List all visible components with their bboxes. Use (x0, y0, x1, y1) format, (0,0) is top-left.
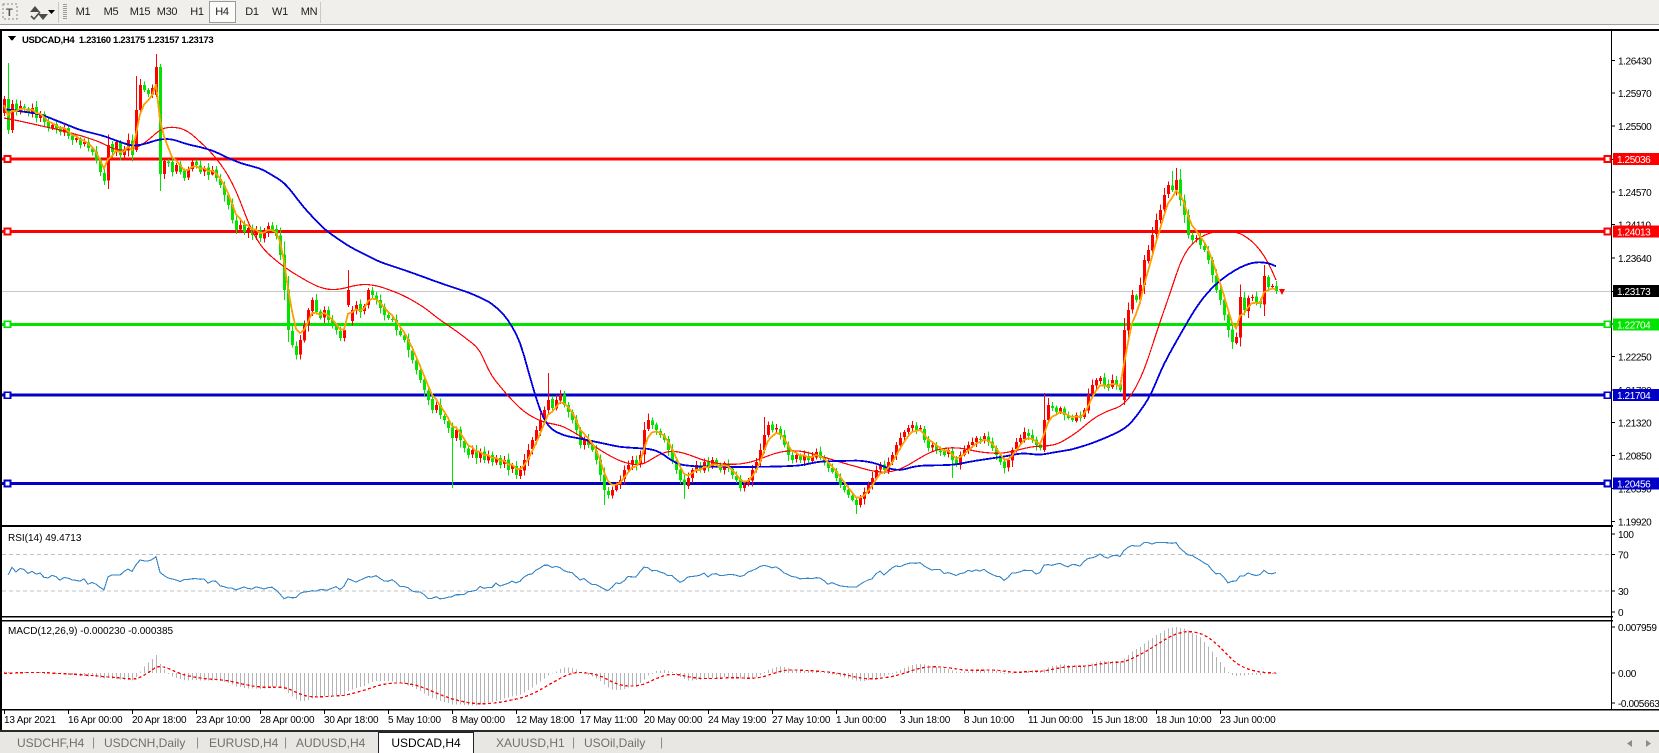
svg-text:1.23173: 1.23173 (1617, 287, 1651, 298)
svg-text:23 Apr 10:00: 23 Apr 10:00 (196, 715, 251, 726)
svg-text:70: 70 (1618, 551, 1629, 562)
svg-text:0: 0 (1618, 608, 1624, 619)
svg-text:-0.005663: -0.005663 (1618, 699, 1659, 710)
svg-text:100: 100 (1618, 530, 1634, 541)
svg-text:18 Jun 10:00: 18 Jun 10:00 (1156, 715, 1212, 726)
svg-text:28 Apr 00:00: 28 Apr 00:00 (260, 715, 315, 726)
svg-text:1.19920: 1.19920 (1618, 518, 1652, 529)
svg-text:17 May 11:00: 17 May 11:00 (580, 715, 638, 726)
svg-text:8 May 00:00: 8 May 00:00 (452, 715, 505, 726)
svg-text:5 May 10:00: 5 May 10:00 (388, 715, 441, 726)
svg-text:USDCAD,H4 1.23160 1.23175 1.2: USDCAD,H4 1.23160 1.23175 1.23157 1.2317… (22, 35, 213, 46)
svg-text:24 May 19:00: 24 May 19:00 (708, 715, 767, 726)
svg-text:11 Jun 00:00: 11 Jun 00:00 (1028, 715, 1083, 726)
svg-text:MACD(12,26,9) -0.000230 -0.000: MACD(12,26,9) -0.000230 -0.000385 (8, 626, 174, 637)
svg-text:0.00: 0.00 (1618, 669, 1637, 680)
svg-text:27 May 10:00: 27 May 10:00 (772, 715, 831, 726)
svg-text:1.21704: 1.21704 (1617, 391, 1651, 402)
svg-text:1.22704: 1.22704 (1617, 320, 1651, 331)
svg-text:23 Jun 00:00: 23 Jun 00:00 (1220, 715, 1276, 726)
svg-text:1.25970: 1.25970 (1618, 89, 1652, 100)
svg-text:1 Jun 00:00: 1 Jun 00:00 (836, 715, 887, 726)
svg-text:20 Apr 18:00: 20 Apr 18:00 (132, 715, 187, 726)
svg-text:1.22250: 1.22250 (1618, 353, 1652, 364)
svg-text:1.20390: 1.20390 (1618, 484, 1652, 495)
svg-text:20 May 00:00: 20 May 00:00 (644, 715, 703, 726)
svg-text:13 Apr 2021: 13 Apr 2021 (4, 715, 56, 726)
svg-text:RSI(14) 49.4713: RSI(14) 49.4713 (8, 533, 82, 544)
svg-text:16 Apr 00:00: 16 Apr 00:00 (68, 715, 123, 726)
svg-text:1.25500: 1.25500 (1618, 122, 1652, 133)
svg-text:1.20456: 1.20456 (1617, 480, 1651, 491)
svg-text:1.26430: 1.26430 (1618, 56, 1652, 67)
svg-text:1.20850: 1.20850 (1618, 452, 1652, 463)
svg-text:15 Jun 18:00: 15 Jun 18:00 (1092, 715, 1148, 726)
svg-text:1.25036: 1.25036 (1617, 155, 1651, 166)
svg-text:3 Jun 18:00: 3 Jun 18:00 (900, 715, 951, 726)
svg-text:1.21320: 1.21320 (1618, 418, 1652, 429)
svg-text:1.24570: 1.24570 (1618, 188, 1652, 199)
svg-text:1.24013: 1.24013 (1617, 228, 1651, 239)
svg-text:30 Apr 18:00: 30 Apr 18:00 (324, 715, 379, 726)
svg-text:T: T (6, 7, 13, 19)
svg-text:1.23640: 1.23640 (1618, 254, 1652, 265)
svg-text:12 May 18:00: 12 May 18:00 (516, 715, 575, 726)
svg-text:8 Jun 10:00: 8 Jun 10:00 (964, 715, 1015, 726)
svg-text:30: 30 (1618, 587, 1629, 598)
svg-text:0.007959: 0.007959 (1618, 623, 1657, 634)
